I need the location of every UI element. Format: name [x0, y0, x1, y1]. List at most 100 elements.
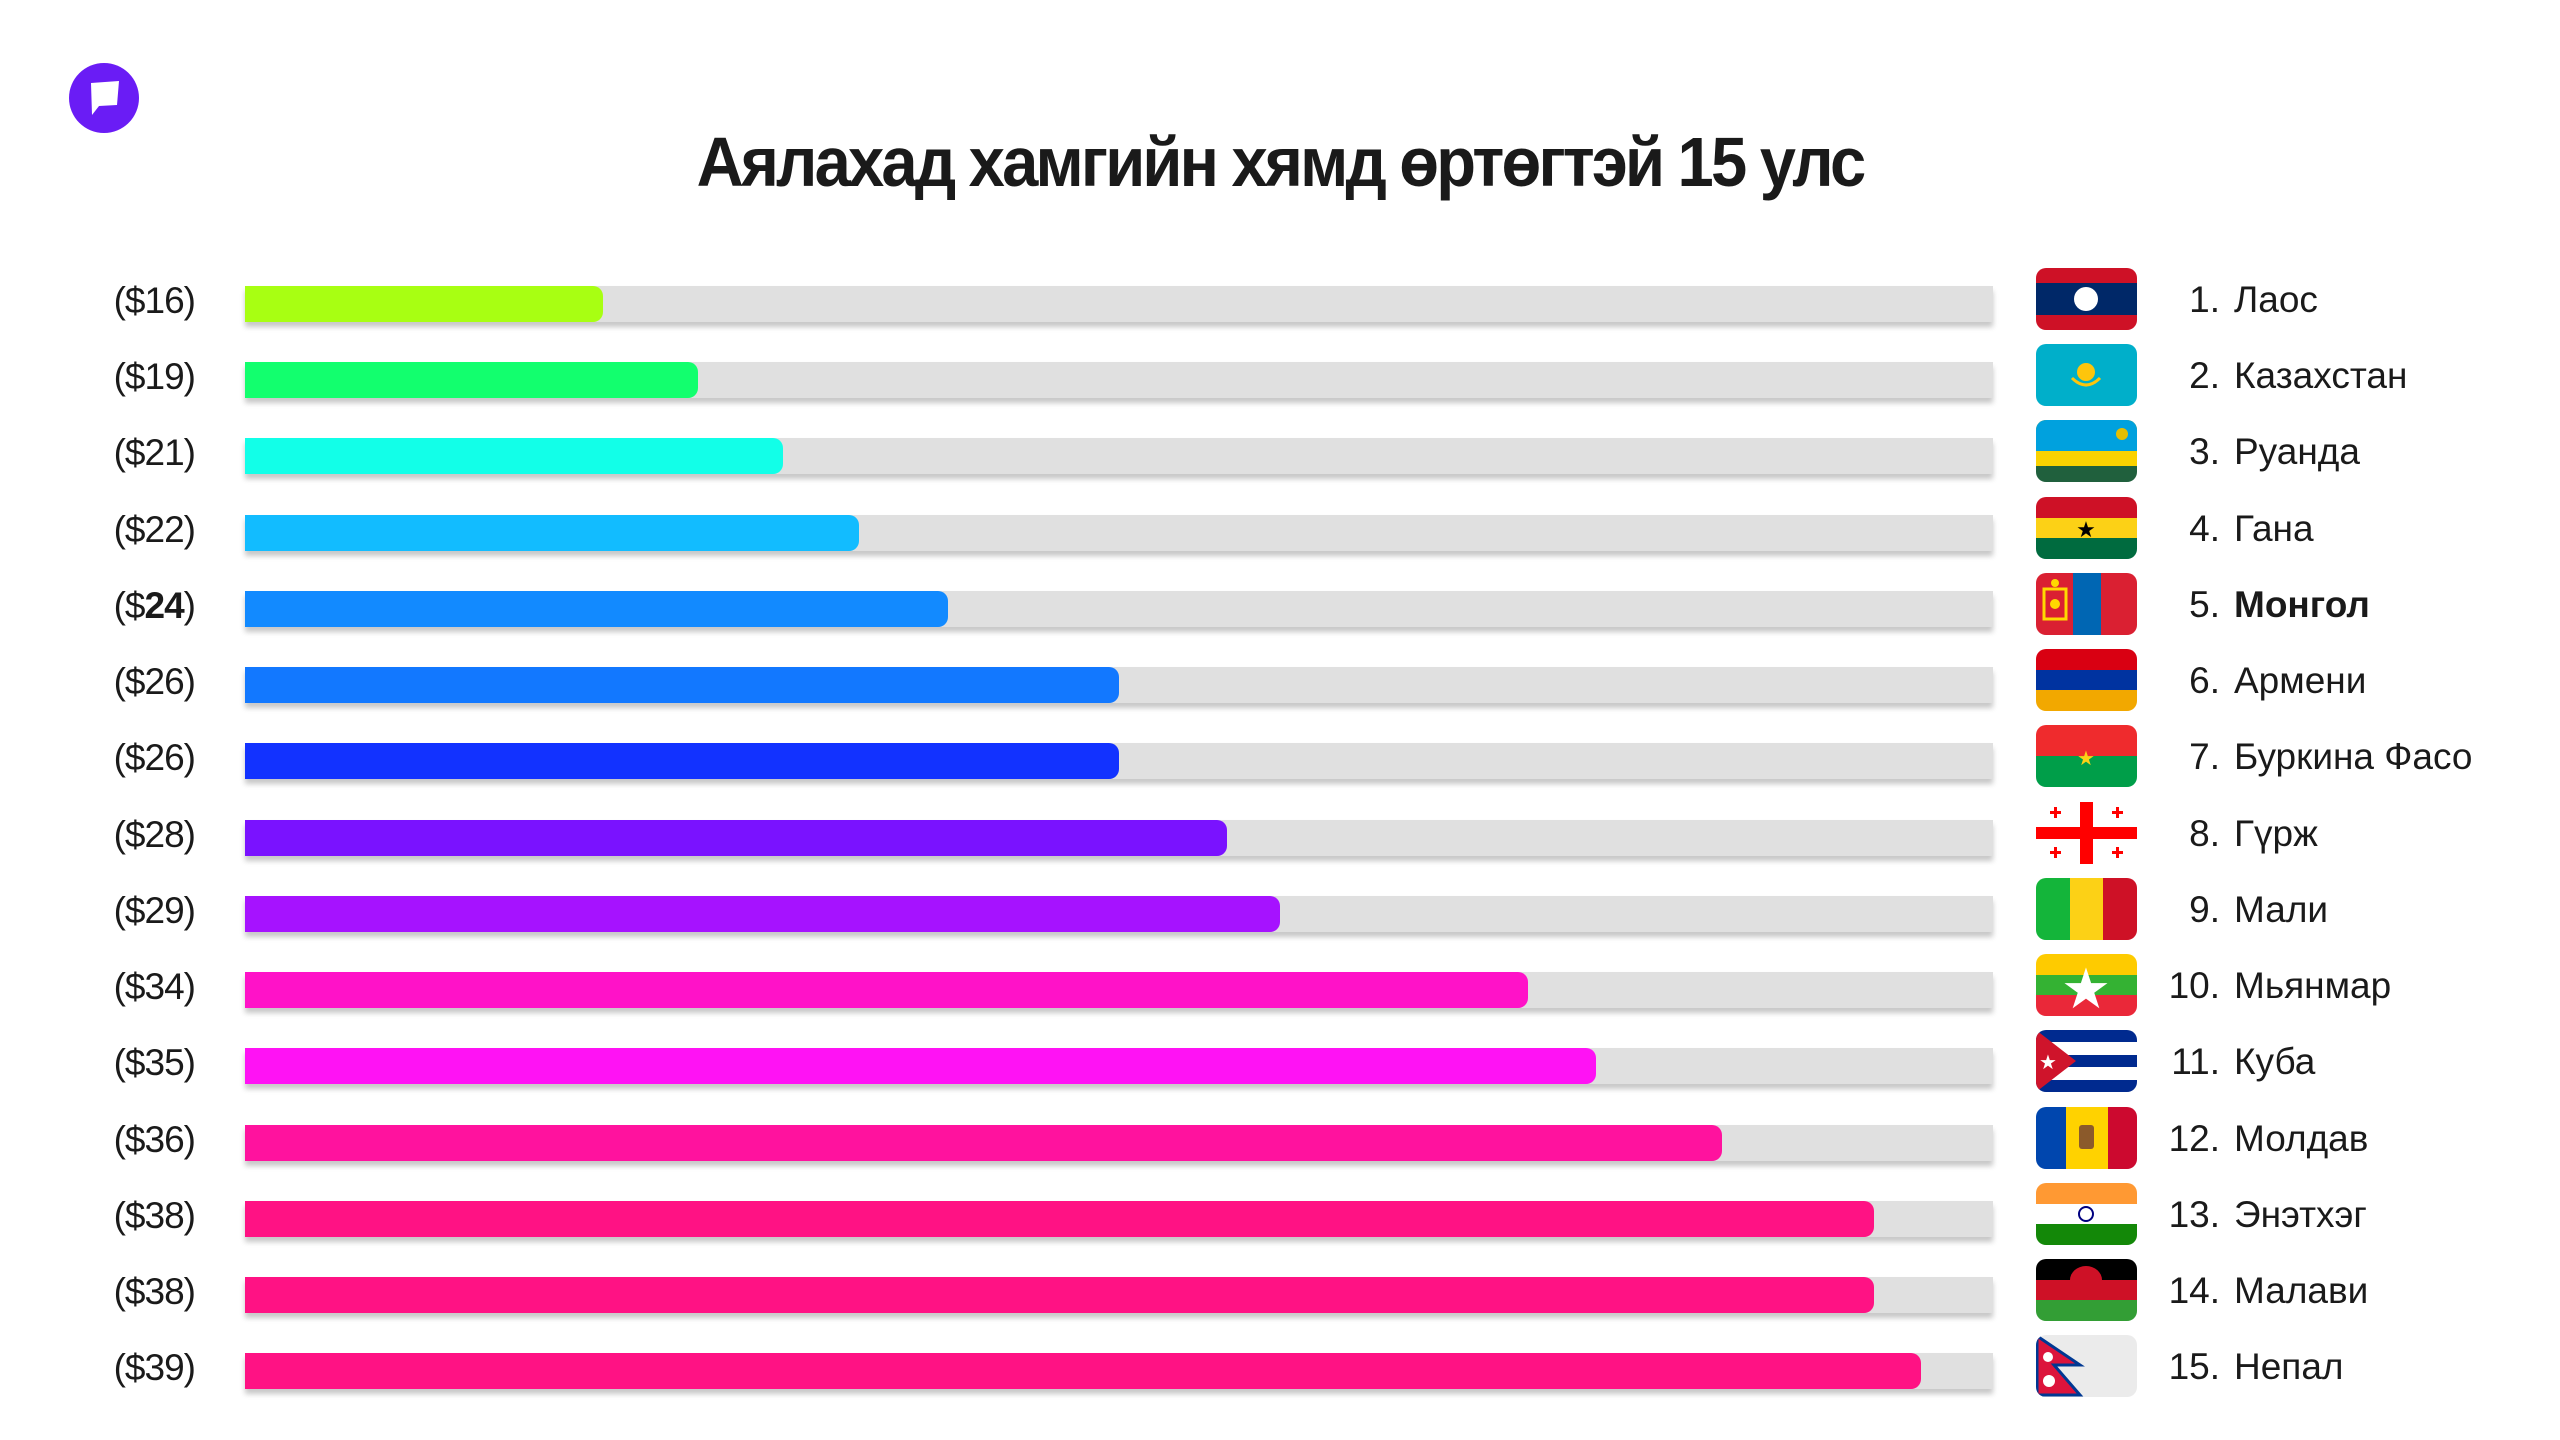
- chart-row-13: ($38) 13. Энэтхэг: [0, 1183, 2560, 1253]
- bar-track: [245, 1125, 1993, 1161]
- chart-row-2: ($19) 2. Казахстан: [0, 344, 2560, 414]
- country-label: 7. Буркина Фасо: [2150, 736, 2472, 778]
- price-label: ($26): [113, 737, 196, 778]
- bar-track: [245, 820, 1993, 856]
- country-name: Мьянмар: [2234, 965, 2392, 1006]
- country-label: 14. Малави: [2150, 1270, 2369, 1312]
- rank-number: 6.: [2189, 660, 2220, 701]
- rank-number: 2.: [2189, 355, 2220, 396]
- country-name: Энэтхэг: [2234, 1194, 2367, 1235]
- bar-track: [245, 438, 1993, 474]
- malawi-flag-icon: [2036, 1259, 2137, 1321]
- country-label: 6. Армени: [2150, 660, 2366, 702]
- bar-track: [245, 1201, 1993, 1237]
- mongolia-flag-icon: [2036, 573, 2137, 635]
- country-name: Буркина Фасо: [2234, 736, 2473, 777]
- bar-fill: [245, 1125, 1723, 1161]
- chart-row-15: ($39) 15. Непал: [0, 1335, 2560, 1405]
- brand-logo-icon: [69, 63, 139, 133]
- moldova-flag-icon: [2036, 1107, 2137, 1169]
- svg-text:★: ★: [2077, 748, 2095, 770]
- country-label: 4. Гана: [2150, 508, 2314, 550]
- chart-title: Аялахад хамгийн хямд өртөгтэй 15 улс: [696, 123, 1867, 201]
- price-label: ($36): [113, 1119, 196, 1160]
- bar-fill: [245, 743, 1119, 779]
- country-name: Монгол: [2234, 584, 2370, 625]
- bar-track: [245, 591, 1993, 627]
- bar-fill: [245, 438, 784, 474]
- country-name: Гана: [2234, 508, 2314, 549]
- burkina-faso-flag-icon: ★: [2036, 725, 2137, 787]
- chart-row-6: ($26) 6. Армени: [0, 649, 2560, 719]
- country-name: Лаос: [2234, 279, 2318, 320]
- country-name: Куба: [2234, 1041, 2316, 1082]
- chart-row-7: ($26) ★ 7. Буркина Фасо: [0, 725, 2560, 795]
- country-label: 2. Казахстан: [2150, 355, 2407, 397]
- myanmar-flag-icon: ★: [2036, 954, 2137, 1016]
- price-label: ($35): [113, 1042, 196, 1083]
- bar-track: [245, 896, 1993, 932]
- price-label: ($24): [113, 585, 196, 626]
- bar-fill: [245, 1048, 1597, 1084]
- laos-flag-icon: [2036, 268, 2137, 330]
- ghana-flag-icon: ★: [2036, 497, 2137, 559]
- price-label: ($16): [113, 280, 196, 321]
- svg-text:★: ★: [2061, 957, 2111, 1016]
- country-name: Руанда: [2234, 431, 2360, 472]
- price-label: ($34): [113, 966, 196, 1007]
- rank-number: 3.: [2189, 431, 2220, 472]
- bar-track: [245, 1277, 1993, 1313]
- country-label: 9. Мали: [2150, 889, 2328, 931]
- country-name: Мали: [2234, 889, 2329, 930]
- bar-fill: [245, 820, 1228, 856]
- chart-row-10: ($34) ★ 10. Мьянмар: [0, 954, 2560, 1024]
- country-name: Казахстан: [2234, 355, 2408, 396]
- rank-number: 5.: [2189, 584, 2220, 625]
- rank-number: 13.: [2168, 1194, 2220, 1235]
- price-label: ($26): [113, 661, 196, 702]
- georgia-flag-icon: [2036, 802, 2137, 864]
- rank-number: 4.: [2189, 508, 2220, 549]
- rank-number: 7.: [2189, 736, 2220, 777]
- price-label: ($28): [113, 814, 196, 855]
- country-label: 11. Куба: [2150, 1041, 2315, 1083]
- rwanda-flag-icon: [2036, 420, 2137, 482]
- bar-track: [245, 1048, 1993, 1084]
- rank-number: 12.: [2168, 1118, 2220, 1159]
- country-label: 3. Руанда: [2150, 431, 2360, 473]
- bar-track: [245, 743, 1993, 779]
- cuba-flag-icon: ★: [2036, 1030, 2137, 1092]
- country-label: 12. Молдав: [2150, 1118, 2369, 1160]
- rank-number: 9.: [2189, 889, 2220, 930]
- bar-fill: [245, 1353, 1922, 1389]
- bar-track: [245, 286, 1993, 322]
- rank-number: 15.: [2168, 1346, 2220, 1387]
- bar-fill: [245, 362, 698, 398]
- country-name: Армени: [2234, 660, 2367, 701]
- chart-row-3: ($21) 3. Руанда: [0, 420, 2560, 490]
- country-name: Непал: [2234, 1346, 2344, 1387]
- bar-track: [245, 1353, 1993, 1389]
- country-name: Малави: [2234, 1270, 2369, 1311]
- rank-number: 1.: [2189, 279, 2220, 320]
- bar-fill: [245, 591, 948, 627]
- bar-fill: [245, 972, 1529, 1008]
- bar-track: [245, 667, 1993, 703]
- bar-track: [245, 972, 1993, 1008]
- bar-track: [245, 515, 1993, 551]
- price-label: ($39): [113, 1347, 196, 1388]
- price-label: ($38): [113, 1271, 196, 1312]
- chart-row-4: ($22) ★ 4. Гана: [0, 497, 2560, 567]
- nepal-flag-icon: [2036, 1335, 2137, 1397]
- bar-fill: [245, 515, 859, 551]
- mali-flag-icon: [2036, 878, 2137, 940]
- country-label: 8. Гүрж: [2150, 813, 2318, 855]
- chart-row-5: ($24) 5. Монгол: [0, 573, 2560, 643]
- price-label: ($22): [113, 509, 196, 550]
- rank-number: 14.: [2168, 1270, 2220, 1311]
- bar-fill: [245, 667, 1119, 703]
- country-name: Молдав: [2234, 1118, 2369, 1159]
- india-flag-icon: [2036, 1183, 2137, 1245]
- country-name: Гүрж: [2234, 813, 2318, 854]
